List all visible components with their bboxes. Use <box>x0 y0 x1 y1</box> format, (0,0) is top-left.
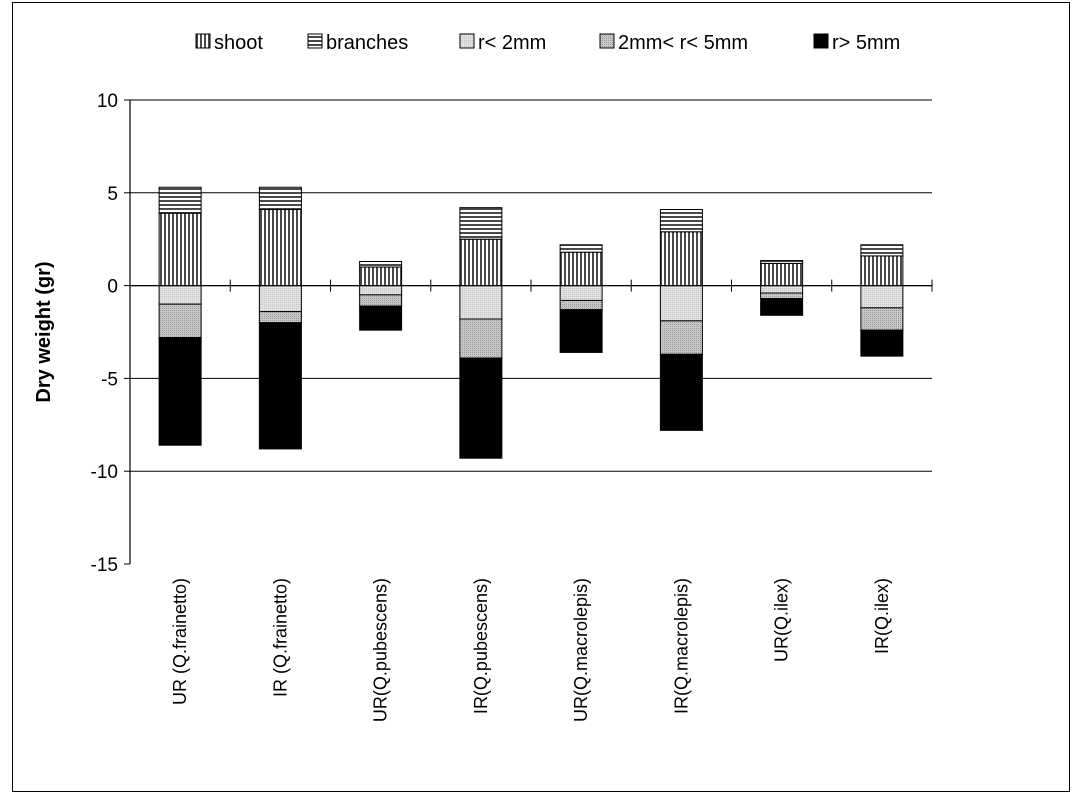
bar-r-5mm <box>158 337 202 446</box>
y-tick-label: -10 <box>91 462 118 483</box>
category-label: UR(Q.pubescens) <box>371 578 391 722</box>
legend-label: r< 2mm <box>478 32 546 54</box>
bar-branches <box>158 186 202 214</box>
bar-shoot <box>359 266 403 287</box>
legend: shoot branches r< 2mm 2mm< r< 5mm r> 5mm <box>195 32 900 54</box>
axes <box>129 100 933 564</box>
category-label: IR(Q.pubescens) <box>471 578 491 714</box>
bar-2mm-r-5mm <box>760 292 804 300</box>
bar-shoot <box>559 251 603 287</box>
category-label: IR (Q.frainetto) <box>270 578 290 697</box>
bar-2mm-r-5mm <box>359 294 403 307</box>
bar-r-2mm <box>760 285 804 294</box>
y-tick-label: 10 <box>97 91 118 112</box>
bar-r-2mm <box>559 285 603 301</box>
bar-r-2mm <box>158 285 202 305</box>
bar-2mm-r-5mm <box>459 318 503 359</box>
bar-r-2mm <box>258 285 302 313</box>
bar-r-2mm <box>359 285 403 296</box>
bar-2mm-r-5mm <box>559 299 603 311</box>
y-tick-labels: 10 5 0 -5 -10 -15 <box>91 91 118 576</box>
bar-r-5mm <box>659 353 703 431</box>
bar-shoot <box>158 212 202 287</box>
legend-swatch <box>599 33 615 49</box>
bar-branches <box>559 244 603 253</box>
legend-swatch <box>813 33 829 49</box>
bar-2mm-r-5mm <box>258 311 302 324</box>
bar-branches <box>760 260 804 264</box>
bar-r-5mm <box>559 309 603 353</box>
category-label: UR (Q.frainetto) <box>170 578 190 705</box>
bar-r-5mm <box>359 305 403 331</box>
bar-branches <box>659 209 703 233</box>
bar-r-2mm <box>860 285 904 309</box>
bar-shoot <box>258 209 302 287</box>
bar-r-2mm <box>659 285 703 322</box>
bar-branches <box>860 244 904 257</box>
bar-r-2mm <box>459 285 503 320</box>
y-tick-label: -5 <box>101 369 118 390</box>
bar-r-5mm <box>760 298 804 316</box>
y-tick-label: -15 <box>91 555 118 576</box>
bar-shoot <box>459 238 503 287</box>
bar-r-5mm <box>860 329 904 357</box>
legend-label: 2mm< r< 5mm <box>618 32 748 54</box>
legend-label: r> 5mm <box>832 32 900 54</box>
bar-2mm-r-5mm <box>860 307 904 331</box>
bar-shoot <box>659 231 703 287</box>
gridlines <box>124 99 932 565</box>
bars <box>158 186 904 459</box>
category-label: UR(Q.macrolepis) <box>571 578 591 722</box>
bar-shoot <box>860 255 904 287</box>
y-tick-label: 5 <box>107 184 118 205</box>
bar-branches <box>258 186 302 211</box>
bar-r-5mm <box>258 322 302 450</box>
legend-label: branches <box>326 32 408 54</box>
legend-swatch <box>459 33 475 49</box>
bar-branches <box>459 207 503 240</box>
category-labels: UR (Q.frainetto) IR (Q.frainetto) UR(Q.pub… <box>170 578 892 722</box>
y-tick-label: 0 <box>107 277 118 298</box>
bar-2mm-r-5mm <box>659 320 703 355</box>
chart-frame <box>12 2 1070 792</box>
bar-r-5mm <box>459 357 503 459</box>
category-label: IR(Q.ilex) <box>872 578 892 654</box>
y-axis-title: Dry weight (gr) <box>33 261 55 402</box>
category-label: IR(Q.macrolepis) <box>671 578 691 714</box>
legend-label: shoot <box>214 32 263 54</box>
legend-swatch <box>307 33 323 49</box>
bar-shoot <box>760 262 804 287</box>
bar-branches <box>359 260 403 268</box>
legend-swatch <box>195 33 211 49</box>
category-label: UR(Q.ilex) <box>772 578 792 662</box>
bar-2mm-r-5mm <box>158 303 202 339</box>
